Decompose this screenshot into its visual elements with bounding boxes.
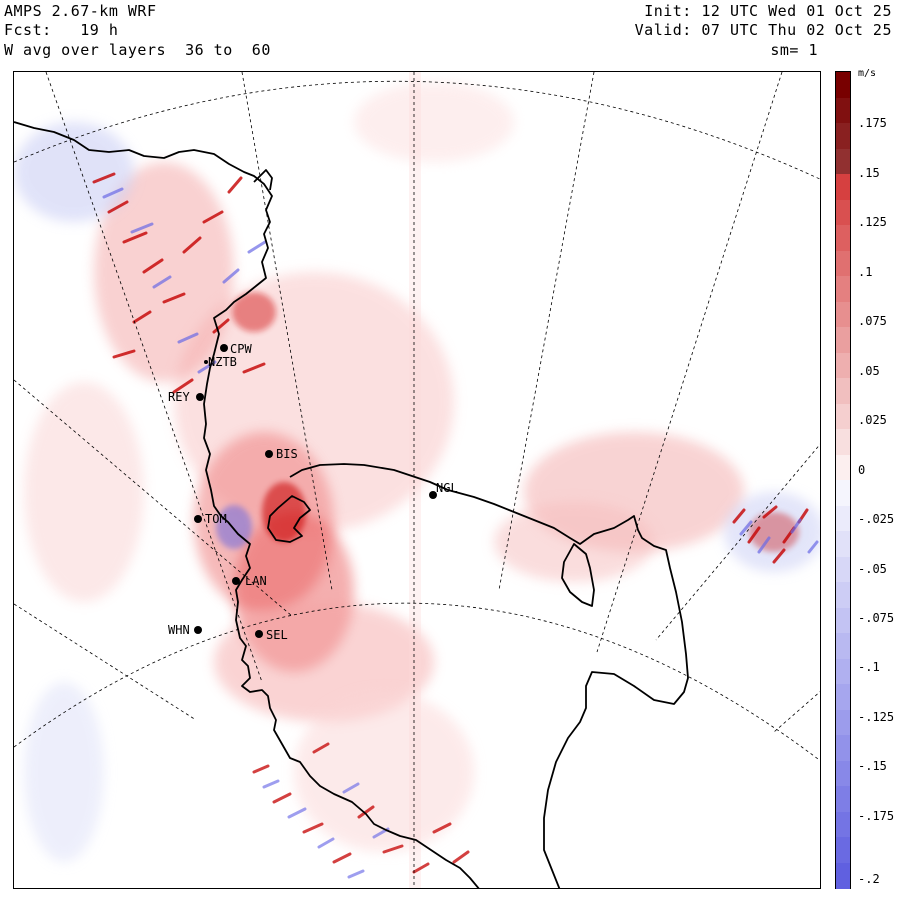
colorbar-segment	[836, 531, 850, 557]
colorbar-tick-label: -.05	[858, 561, 887, 576]
colorbar-tick-label: -.175	[858, 808, 895, 823]
vertical-velocity-field	[14, 72, 820, 888]
colorbar-segment	[836, 199, 850, 226]
map-canvas: CPW NZTB REY BIS NGL TOM	[14, 72, 820, 888]
colorbar-segment	[836, 454, 850, 481]
colorbar-segment	[836, 250, 850, 277]
colorbar-segment	[836, 837, 850, 863]
station-lan[interactable]: LAN	[232, 574, 267, 588]
colorbar-segment	[836, 403, 850, 430]
colorbar-tick-label: -.025	[858, 512, 895, 527]
station-label-ngl: NGL	[436, 481, 458, 495]
colorbar-segment	[836, 735, 850, 761]
station-label-tom: TOM	[205, 512, 227, 526]
colorbar-segment	[836, 582, 850, 608]
station-bis[interactable]: BIS	[265, 447, 298, 461]
colorbar-segment	[836, 429, 850, 455]
colorbar-segment	[836, 607, 850, 634]
colorbar-tick-label: -.1	[858, 660, 880, 675]
colorbar-segment	[836, 658, 850, 685]
colorbar-segment	[836, 97, 850, 124]
colorbar-tick-label: -.15	[858, 759, 887, 774]
colorbar-segment	[836, 760, 850, 787]
colorbar-segment	[836, 684, 850, 710]
colorbar-tick-label: -.2	[858, 872, 880, 886]
smoothing-label: sm= 1	[770, 41, 818, 59]
colorbar-tick-label: .05	[858, 363, 880, 378]
colorbar-tick-label: -.075	[858, 611, 895, 625]
colorbar-segment	[836, 633, 850, 659]
colorbar-units: m/s	[858, 68, 877, 79]
station-tom[interactable]: TOM	[194, 512, 227, 526]
station-label-nztb: NZTB	[208, 355, 237, 369]
colorbar-tick-label: .175	[858, 116, 887, 131]
station-label-rey: REY	[168, 390, 190, 404]
field-description: W avg over layers 36 to 60	[4, 41, 271, 59]
colorbar-segment	[836, 225, 850, 251]
colorbar-tick-label: -.125	[858, 709, 895, 724]
colorbar-segment	[836, 811, 850, 838]
station-label-cpw: CPW	[230, 342, 252, 356]
station-label-lan: LAN	[245, 574, 267, 588]
station-ngl[interactable]: NGL	[429, 481, 458, 499]
init-time: Init: 12 UTC Wed 01 Oct 25	[644, 2, 892, 20]
wave-streaks	[92, 172, 819, 879]
graticule	[14, 72, 820, 888]
colorbar-tick-label: .025	[858, 413, 887, 428]
colorbar-segment	[836, 148, 850, 175]
colorbar-segment	[836, 174, 850, 200]
colorbar-segment	[836, 786, 850, 812]
station-label-whn: WHN	[168, 623, 190, 637]
colorbar-tick-label: .1	[858, 264, 873, 279]
colorbar	[835, 71, 851, 889]
colorbar-tick-label: .125	[858, 215, 887, 230]
coastline	[14, 121, 689, 888]
station-markers: CPW NZTB REY BIS NGL TOM	[168, 342, 458, 642]
station-sel[interactable]: SEL	[255, 628, 288, 642]
colorbar-tick-label: .15	[858, 165, 880, 180]
station-rey[interactable]: REY	[168, 390, 204, 404]
colorbar-segment	[836, 480, 850, 506]
colorbar-tick-label: .075	[858, 314, 887, 329]
station-whn[interactable]: WHN	[168, 623, 202, 637]
colorbar-segment	[836, 505, 850, 532]
model-title: AMPS 2.67-km WRF	[4, 2, 157, 20]
station-cpw[interactable]: CPW	[220, 342, 252, 356]
map-panel: CPW NZTB REY BIS NGL TOM	[13, 71, 821, 889]
forecast-hour: Fcst: 19 h	[4, 21, 119, 39]
colorbar-segment	[836, 556, 850, 583]
colorbar-tick-label: 0	[858, 462, 866, 477]
colorbar-segment	[836, 327, 850, 353]
colorbar-segment	[836, 301, 850, 328]
valid-time: Valid: 07 UTC Thu 02 Oct 25	[634, 21, 892, 39]
colorbar-segment	[836, 123, 850, 149]
station-nztb[interactable]: NZTB	[204, 355, 237, 369]
colorbar-segment	[836, 378, 850, 404]
colorbar-segment	[836, 276, 850, 302]
colorbar-segment	[836, 862, 850, 889]
station-label-bis: BIS	[276, 447, 298, 461]
station-label-sel: SEL	[266, 628, 288, 642]
colorbar-segment	[836, 709, 850, 736]
colorbar-segment	[836, 352, 850, 379]
colorbar-segment	[836, 72, 850, 98]
